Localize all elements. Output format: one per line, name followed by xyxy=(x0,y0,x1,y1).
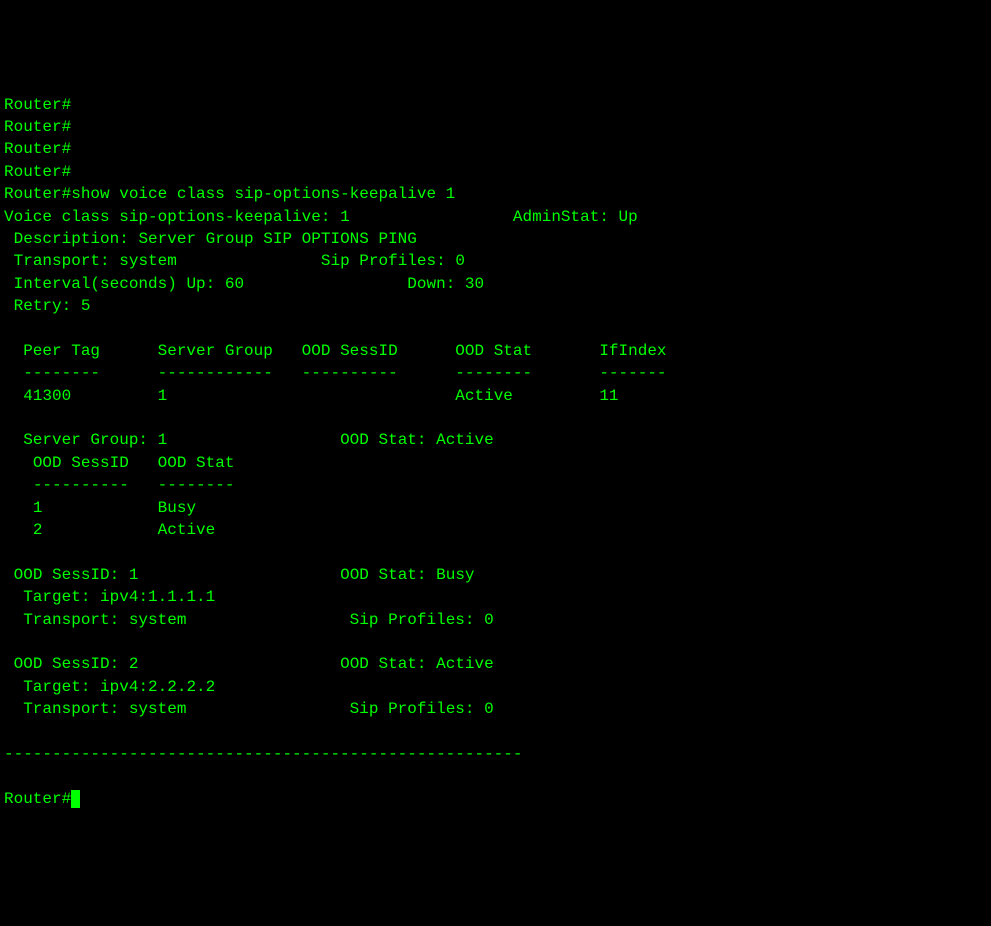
interval-down-value: 30 xyxy=(465,275,484,293)
sess-sip-value: 0 xyxy=(484,700,494,718)
interval-down-label: Down: xyxy=(407,275,455,293)
sg-sessid: 2 xyxy=(33,521,43,539)
sg-dash: ---------- xyxy=(33,476,129,494)
sess-target-label: Target: xyxy=(23,588,90,606)
sess-transport-label: Transport: xyxy=(23,611,119,629)
sess-id-label: OOD SessID: xyxy=(14,655,120,673)
server-group-label: Server Group: xyxy=(23,431,148,449)
command-text: show voice class sip-options-keepalive 1 xyxy=(71,185,455,203)
peer-table-col: Peer Tag xyxy=(23,342,100,360)
sg-ood-stat-label: OOD Stat: xyxy=(340,431,426,449)
sess-id-label: OOD SessID: xyxy=(14,566,120,584)
sess-target-value: ipv4:1.1.1.1 xyxy=(100,588,215,606)
peer-table-col: Server Group xyxy=(158,342,273,360)
ood-stat-value: Active xyxy=(455,387,513,405)
retry-value: 5 xyxy=(81,297,91,315)
peer-tag-value: 41300 xyxy=(23,387,71,405)
peer-table-dash: ------- xyxy=(599,364,666,382)
transport-label: Transport: xyxy=(14,252,110,270)
prompt-line: Router# xyxy=(4,185,71,203)
sess-id-value: 2 xyxy=(129,655,139,673)
prompt-line: Router# xyxy=(4,790,71,808)
sess-target-label: Target: xyxy=(23,678,90,696)
server-group-value: 1 xyxy=(158,387,168,405)
sess-transport-value: system xyxy=(129,700,187,718)
server-group-value: 1 xyxy=(158,431,168,449)
description-value: Server Group SIP OPTIONS PING xyxy=(138,230,416,248)
sess-stat-value: Active xyxy=(436,655,494,673)
adminstat-value: Up xyxy=(619,208,638,226)
sg-dash: -------- xyxy=(158,476,235,494)
peer-table-dash: ------------ xyxy=(158,364,273,382)
ifindex-value: 11 xyxy=(599,387,618,405)
separator-line: ----------------------------------------… xyxy=(4,745,522,763)
sg-col: OOD Stat xyxy=(158,454,235,472)
prompt-line: Router# xyxy=(4,96,71,114)
keepalive-title-value: 1 xyxy=(340,208,350,226)
sip-profiles-value: 0 xyxy=(455,252,465,270)
sg-sessid: 1 xyxy=(33,499,43,517)
adminstat-label: AdminStat: xyxy=(513,208,609,226)
peer-table-col: IfIndex xyxy=(599,342,666,360)
sip-profiles-label: Sip Profiles: xyxy=(321,252,446,270)
terminal-window[interactable]: Router# Router# Router# Router# Router#s… xyxy=(0,90,991,815)
sess-sip-value: 0 xyxy=(484,611,494,629)
peer-table-dash: -------- xyxy=(455,364,532,382)
sess-transport-label: Transport: xyxy=(23,700,119,718)
interval-label: Interval(seconds) Up: xyxy=(14,275,216,293)
sess-id-value: 1 xyxy=(129,566,139,584)
sess-stat-label: OOD Stat: xyxy=(340,566,426,584)
interval-up-value: 60 xyxy=(225,275,244,293)
sess-sip-label: Sip Profiles: xyxy=(350,611,475,629)
transport-value: system xyxy=(119,252,177,270)
sg-ood-stat-value: Active xyxy=(436,431,494,449)
sess-transport-value: system xyxy=(129,611,187,629)
sg-stat: Busy xyxy=(158,499,196,517)
prompt-line: Router# xyxy=(4,140,71,158)
cursor-icon xyxy=(71,790,80,808)
keepalive-title-label: Voice class sip-options-keepalive: xyxy=(4,208,330,226)
sess-stat-label: OOD Stat: xyxy=(340,655,426,673)
sess-target-value: ipv4:2.2.2.2 xyxy=(100,678,215,696)
sg-col: OOD SessID xyxy=(33,454,129,472)
retry-label: Retry: xyxy=(14,297,72,315)
peer-table-dash: ---------- xyxy=(302,364,398,382)
peer-table-dash: -------- xyxy=(23,364,100,382)
sg-stat: Active xyxy=(158,521,216,539)
sess-sip-label: Sip Profiles: xyxy=(350,700,475,718)
peer-table-col: OOD Stat xyxy=(455,342,532,360)
prompt-line: Router# xyxy=(4,118,71,136)
peer-table-col: OOD SessID xyxy=(302,342,398,360)
prompt-line: Router# xyxy=(4,163,71,181)
sess-stat-value: Busy xyxy=(436,566,474,584)
description-label: Description: xyxy=(14,230,129,248)
